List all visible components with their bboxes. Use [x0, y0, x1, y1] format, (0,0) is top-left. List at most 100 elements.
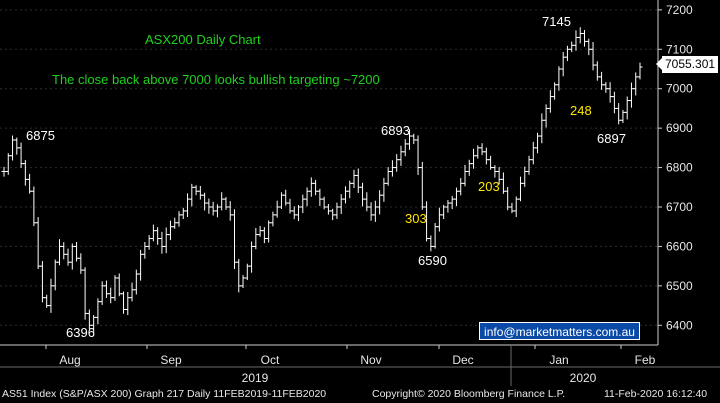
contact-email[interactable]: info@marketmatters.com.au — [479, 322, 640, 340]
y-tick-label-6600: 6600 — [666, 239, 693, 253]
price-bar — [535, 132, 541, 154]
price-bar — [266, 220, 272, 243]
price-bar — [159, 231, 165, 254]
price-bar — [582, 30, 588, 47]
price-bar — [586, 38, 592, 56]
price-bar — [594, 61, 600, 81]
price-bar — [65, 248, 71, 266]
price-bar — [556, 66, 562, 91]
price-bar — [308, 177, 314, 197]
price-bar — [14, 137, 20, 155]
chart-subtitle: The close back above 7000 looks bullish … — [52, 72, 380, 87]
footer-bar: AS51 Index (S&P/ASX 200) Graph 217 Daily… — [0, 386, 720, 403]
x-month-label-Oct: Oct — [261, 353, 280, 367]
price-bar — [560, 51, 566, 77]
price-bar — [313, 179, 319, 196]
price-bar — [214, 204, 220, 218]
annotation-7145: 7145 — [542, 14, 571, 29]
price-bar — [428, 235, 434, 252]
price-bar — [155, 227, 161, 245]
price-bar — [121, 291, 127, 314]
last-price-tag: 7055.301 — [656, 56, 718, 73]
price-bar — [513, 196, 519, 217]
price-bar — [342, 186, 348, 204]
price-bar — [509, 202, 515, 214]
x-month-label-Aug: Aug — [59, 353, 80, 367]
price-bar — [274, 200, 280, 218]
price-bar — [244, 263, 250, 281]
contact-email-text: info@marketmatters.com.au — [484, 325, 635, 339]
price-bar — [620, 109, 626, 124]
price-bar — [368, 202, 374, 221]
price-bar — [483, 147, 489, 165]
price-bar — [261, 227, 267, 244]
price-bar — [372, 200, 378, 222]
x-month-label-Sep: Sep — [160, 353, 182, 367]
price-bar — [590, 42, 596, 71]
price-bar — [624, 96, 630, 120]
y-tick-label-7100: 7100 — [666, 42, 693, 56]
price-bar — [116, 273, 122, 297]
price-bar — [74, 241, 80, 262]
annotation-6897: 6897 — [597, 131, 626, 146]
price-bar — [564, 45, 570, 62]
price-bar — [270, 211, 276, 227]
price-bar — [530, 141, 536, 165]
footer-copyright: Copyright© 2020 Bloomberg Finance L.P. — [372, 388, 566, 400]
price-bar — [10, 135, 16, 161]
y-tick-label-7200: 7200 — [666, 3, 693, 17]
price-bar — [633, 72, 639, 96]
price-bar — [611, 91, 617, 114]
price-bar — [462, 164, 468, 187]
price-bar — [364, 192, 370, 212]
price-bar — [35, 217, 41, 269]
price-bar — [385, 167, 391, 186]
x-month-label-Nov: Nov — [360, 353, 381, 367]
x-month-label-Feb: Feb — [635, 353, 656, 367]
price-bar — [445, 200, 451, 213]
price-bar — [193, 185, 199, 196]
price-bar — [573, 30, 579, 51]
price-bar — [389, 160, 395, 177]
price-bar — [599, 71, 605, 90]
price-bar — [517, 176, 523, 202]
price-bar — [22, 160, 28, 186]
annotations: ASX200 Daily Chart The close back above 7… — [26, 14, 626, 340]
price-bar — [543, 104, 549, 128]
price-bar — [133, 269, 139, 295]
price-bar — [227, 201, 233, 221]
price-bar — [355, 168, 361, 193]
y-tick-label-6500: 6500 — [666, 279, 693, 293]
y-tick-label-6800: 6800 — [666, 161, 693, 175]
price-bar — [394, 154, 400, 172]
price-bar — [526, 155, 532, 175]
price-bar — [402, 139, 408, 157]
price-bar — [78, 253, 84, 274]
price-bar — [163, 227, 169, 254]
price-bar — [27, 173, 33, 194]
price-bar — [552, 82, 558, 100]
annotation-6893: 6893 — [381, 123, 410, 138]
price-bar — [603, 82, 609, 93]
price-bar — [142, 241, 148, 259]
price-bar — [99, 281, 105, 305]
price-bar — [377, 190, 383, 215]
price-bar — [283, 189, 289, 206]
price-bar — [398, 145, 404, 166]
price-bar — [577, 27, 583, 44]
price-bar — [125, 291, 131, 316]
price-bar — [291, 206, 297, 220]
price-bar — [432, 223, 438, 249]
price-bar — [547, 90, 553, 113]
y-tick-label-6900: 6900 — [666, 121, 693, 135]
price-bar — [108, 287, 114, 304]
price-bar — [150, 224, 156, 242]
price-bar — [5, 153, 11, 175]
price-bar — [278, 192, 284, 209]
price-bar — [138, 249, 144, 281]
price-bar — [287, 198, 293, 214]
price-bar — [112, 275, 118, 301]
price-bar — [56, 239, 62, 266]
price-bar — [231, 209, 237, 269]
